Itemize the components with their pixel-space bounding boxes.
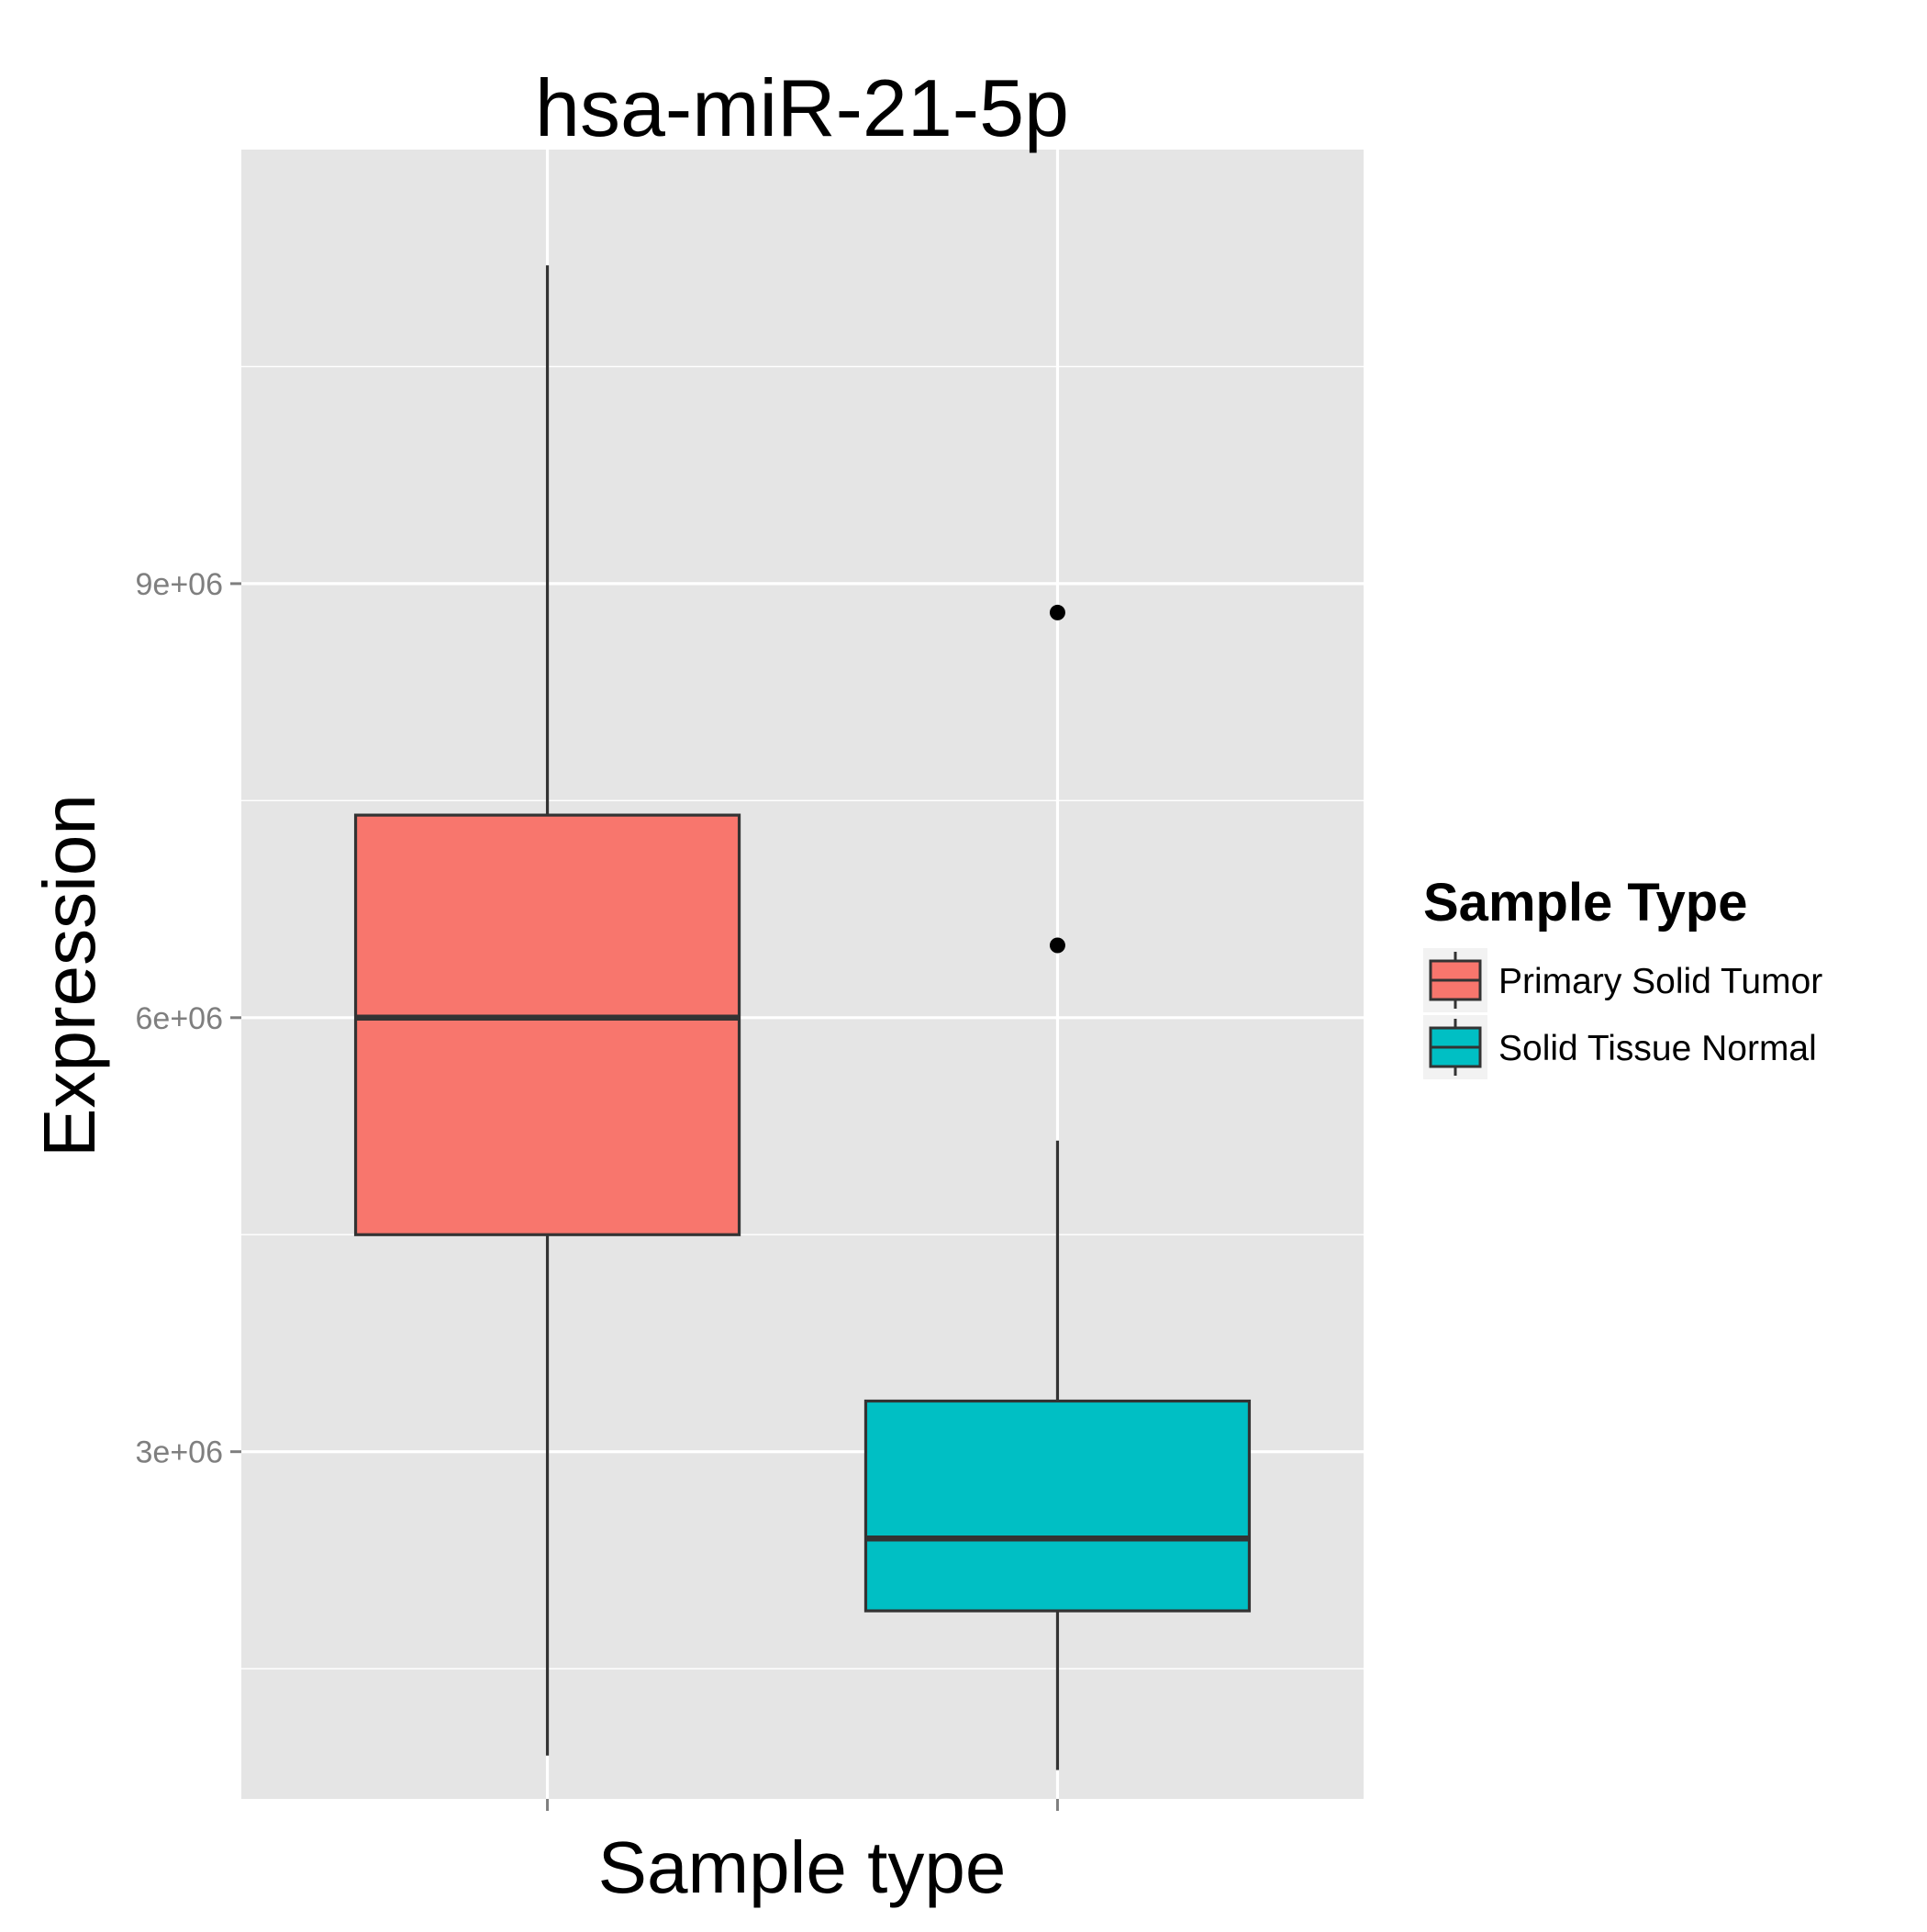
y-tick-label: 3e+06 bbox=[136, 1435, 224, 1470]
legend-label: Primary Solid Tumor bbox=[1498, 962, 1822, 1001]
outlier-point bbox=[1049, 937, 1065, 954]
box-iqr bbox=[863, 1399, 1252, 1613]
y-tick-label: 9e+06 bbox=[136, 567, 224, 602]
y-axis-title: Expression bbox=[28, 794, 110, 1157]
legend-item: Primary Solid Tumor bbox=[1423, 948, 1822, 1012]
legend-label: Solid Tissue Normal bbox=[1498, 1029, 1817, 1068]
legend-item: Solid Tissue Normal bbox=[1423, 1015, 1817, 1079]
y-tick-label: 6e+06 bbox=[136, 1001, 224, 1036]
legend-title: Sample Type bbox=[1423, 873, 1748, 932]
box-iqr bbox=[353, 813, 741, 1236]
box-solid-tissue-normal bbox=[863, 604, 1252, 1770]
box-primary-solid-tumor bbox=[353, 265, 741, 1756]
x-axis-title: Sample type bbox=[598, 1826, 1007, 1908]
chart-title: hsa-miR-21-5p bbox=[535, 62, 1069, 153]
outlier-point bbox=[1049, 604, 1065, 620]
